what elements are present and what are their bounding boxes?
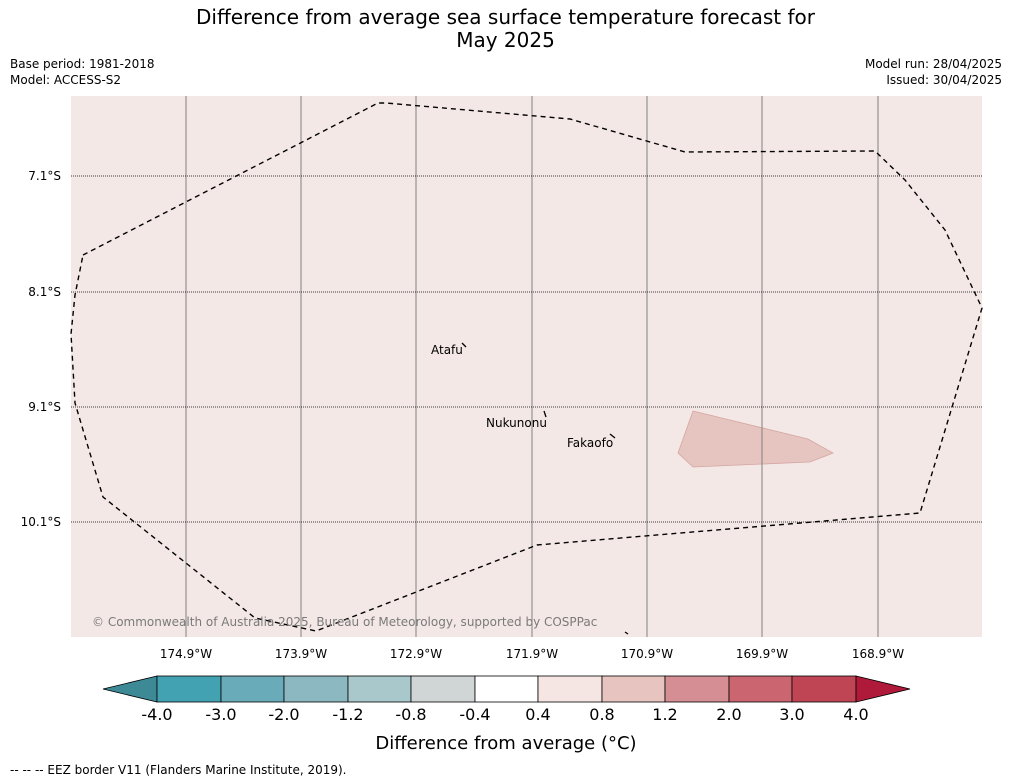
nukunonu-island	[543, 410, 547, 418]
lat-label-1: 7.1°S	[28, 169, 61, 183]
title-line-2: May 2025	[456, 28, 555, 52]
colorbar-tick-2: -3.0	[205, 705, 236, 724]
title-line-1: Difference from average sea surface temp…	[195, 5, 815, 29]
colorbar-tick-7: 0.4	[525, 705, 550, 724]
meta-right: Model run: 28/04/2025 Issued: 30/04/2025	[865, 56, 1002, 88]
colorbar-segment-10	[728, 675, 793, 703]
fakaofo-island	[609, 433, 616, 439]
colorbar-tick-10: 2.0	[716, 705, 741, 724]
colorbar-tick-8: 0.8	[589, 705, 614, 724]
small-island	[624, 631, 629, 635]
colorbar-tick-12: 4.0	[843, 705, 868, 724]
model-run: Model run: 28/04/2025	[864, 57, 1002, 71]
map-area	[71, 96, 982, 637]
colorbar	[102, 675, 911, 703]
lon-label-3: 172.9°W	[390, 647, 442, 661]
lat-label-4: 10.1°S	[21, 515, 61, 529]
lon-label-7: 168.9°W	[852, 647, 904, 661]
lat-label-3: 9.1°S	[28, 400, 61, 414]
lon-label-1: 174.9°W	[160, 647, 212, 661]
colorbar-label: Difference from average (°C)	[375, 733, 636, 754]
colorbar-tick-1: -4.0	[141, 705, 172, 724]
colorbar-segment-5	[410, 675, 476, 703]
place-atafu: Atafu	[431, 343, 463, 357]
place-nukunonu: Nukunonu	[486, 416, 547, 430]
longitude-gridlines	[185, 96, 879, 637]
lat-label-2: 8.1°S	[28, 285, 61, 299]
lon-label-6: 169.9°W	[736, 647, 788, 661]
lon-label-5: 170.9°W	[621, 647, 673, 661]
place-fakaofo: Fakaofo	[567, 436, 613, 450]
colorbar-high-extension	[855, 675, 911, 703]
lon-label-2: 173.9°W	[275, 647, 327, 661]
atafu-island	[461, 342, 467, 348]
colorbar-segment-11	[791, 675, 857, 703]
colorbar-tick-5: -0.8	[395, 705, 426, 724]
colorbar-tick-3: -2.0	[268, 705, 299, 724]
meta-left: Base period: 1981-2018 Model: ACCESS-S2	[10, 56, 155, 88]
colorbar-segment-2	[220, 675, 285, 703]
lon-label-4: 171.9°W	[506, 647, 558, 661]
colorbar-tick-11: 3.0	[779, 705, 804, 724]
footer-note: -- -- -- EEZ border V11 (Flanders Marine…	[10, 763, 347, 777]
colorbar-segment-4	[347, 675, 412, 703]
chart-title: Difference from average sea surface temp…	[0, 6, 1011, 52]
colorbar-segment-6	[474, 675, 539, 703]
colorbar-segment-9	[664, 675, 730, 703]
base-period: Base period: 1981-2018	[10, 57, 155, 71]
model-name: Model: ACCESS-S2	[10, 73, 122, 87]
colorbar-segment-7	[537, 675, 603, 703]
colorbar-tick-4: -1.2	[332, 705, 363, 724]
colorbar-tick-6: -0.4	[459, 705, 490, 724]
issued-date: Issued: 30/04/2025	[886, 73, 1002, 87]
colorbar-low-extension	[102, 675, 158, 703]
colorbar-segment-3	[283, 675, 349, 703]
anomaly-patch	[677, 410, 834, 468]
colorbar-tick-9: 1.2	[652, 705, 677, 724]
colorbar-segment-8	[601, 675, 666, 703]
colorbar-segment-1	[156, 675, 222, 703]
copyright-notice: © Commonwealth of Australia 2025, Bureau…	[92, 615, 597, 629]
